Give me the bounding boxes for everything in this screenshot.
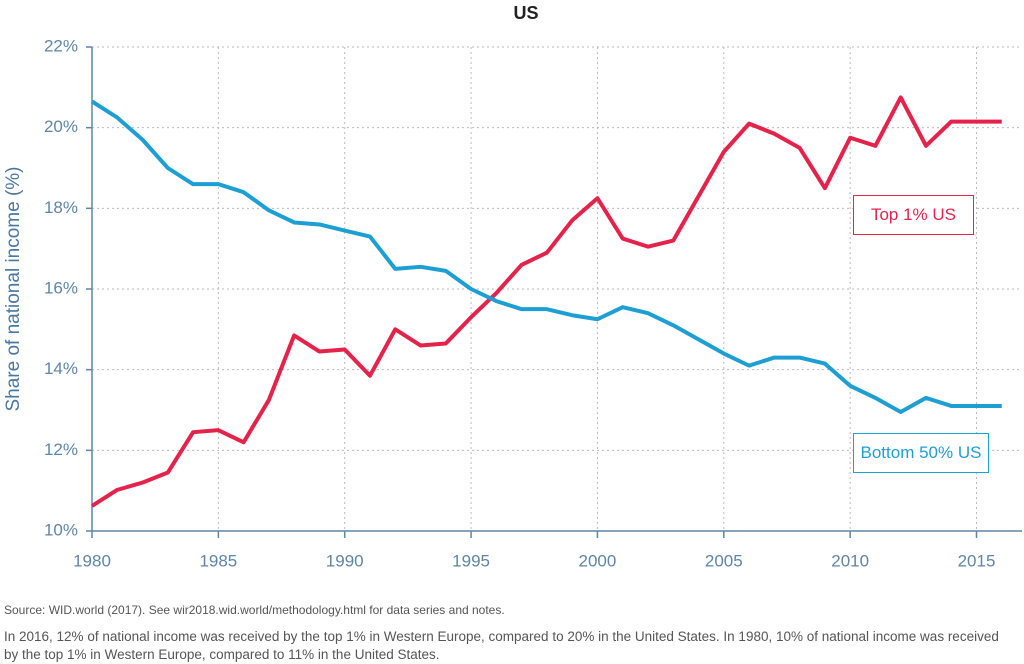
x-tick-label: 2010 — [831, 551, 869, 570]
chart-title: US — [513, 3, 538, 23]
x-tick-label: 1980 — [73, 551, 111, 570]
x-tick-label: 1990 — [326, 551, 364, 570]
y-tick-label: 20% — [44, 117, 78, 136]
x-tick-label: 2005 — [705, 551, 743, 570]
y-tick-label: 16% — [44, 278, 78, 297]
series-label: Bottom 50% US — [853, 433, 989, 473]
x-tick-label: 1995 — [452, 551, 490, 570]
chart: US Share of national income (%) 10% 12% 14… — [3, 3, 1022, 570]
x-tick-label: 2015 — [958, 551, 996, 570]
x-tick-label: 1985 — [199, 551, 237, 570]
y-tick-label: 14% — [44, 359, 78, 378]
y-tick-label: 18% — [44, 198, 78, 217]
series-label: Top 1% US — [853, 195, 974, 235]
y-tick-label: 22% — [44, 36, 78, 55]
series-line — [90, 95, 1002, 508]
note: In 2016, 12% of national income was rece… — [4, 629, 999, 662]
x-tick-label: 2000 — [579, 551, 617, 570]
series-line — [90, 99, 1002, 415]
y-tick-label: 10% — [44, 520, 78, 539]
source: Source: WID.world (2017). See wir2018.wi… — [4, 603, 505, 617]
y-axis-label: Share of national income (%) — [3, 166, 24, 411]
y-tick-label: 12% — [44, 440, 78, 459]
